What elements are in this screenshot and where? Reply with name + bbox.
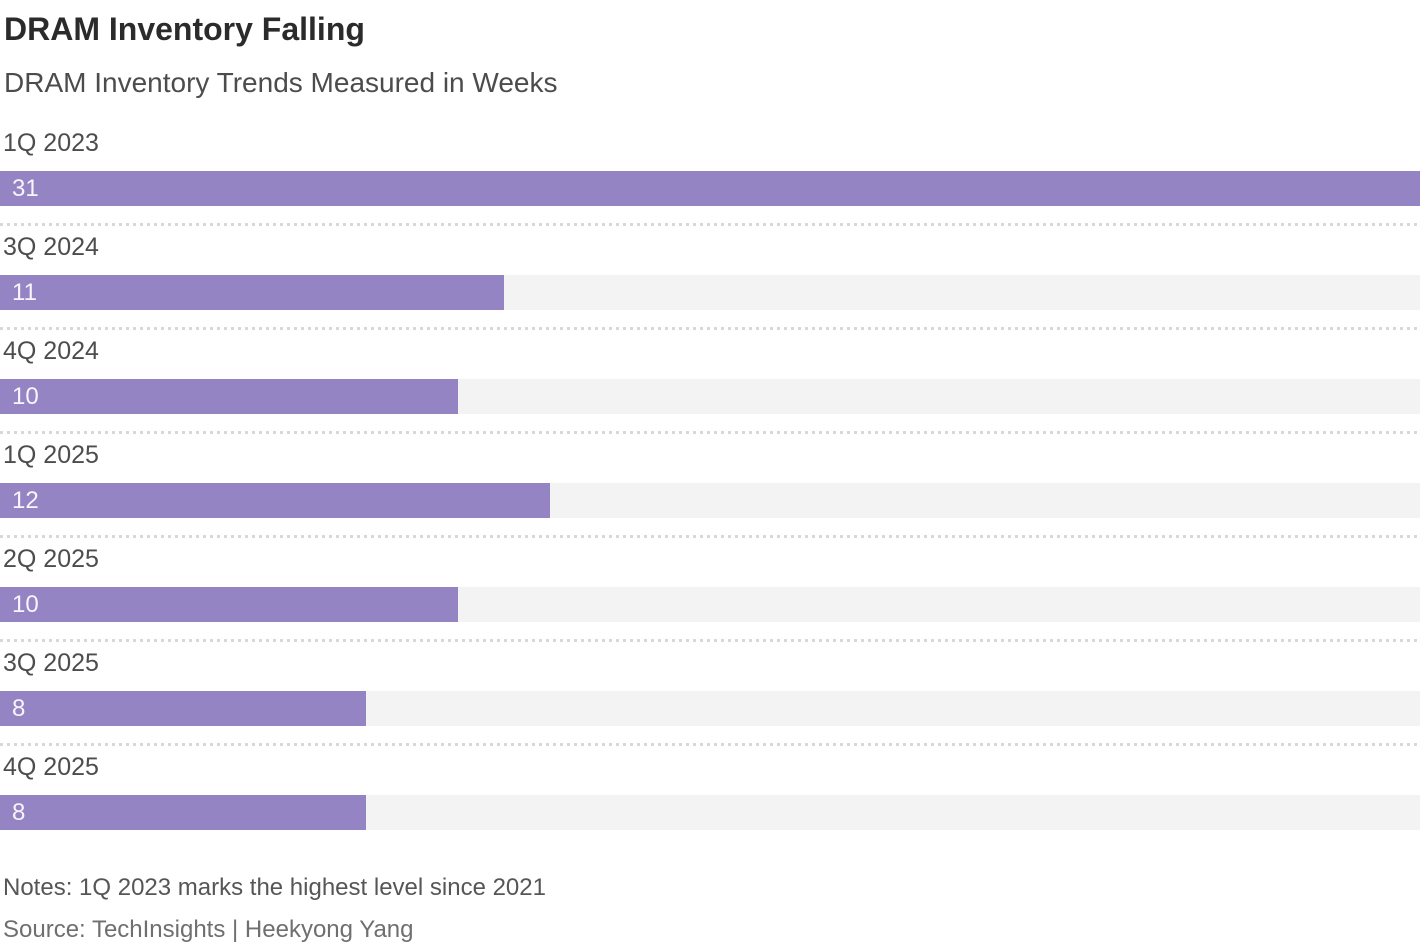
bar-row: 1Q 2025 12	[0, 440, 1420, 546]
bar-track: 8	[0, 794, 1420, 830]
bar-fill: 8	[0, 794, 367, 830]
chart-notes: Notes: 1Q 2023 marks the highest level s…	[3, 874, 546, 901]
row-separator	[0, 326, 1420, 330]
row-spacer	[0, 330, 1420, 338]
row-spacer	[0, 642, 1420, 650]
row-separator	[0, 222, 1420, 226]
bar-value-label: 8	[12, 798, 26, 826]
bar-row: 4Q 2025 8	[0, 752, 1420, 830]
bar-track: 31	[0, 170, 1420, 206]
bar-fill: 31	[0, 170, 1420, 206]
bar-fill: 10	[0, 378, 459, 414]
bar-track: 8	[0, 690, 1420, 726]
row-separator	[0, 430, 1420, 434]
bar-row: 3Q 2024 11	[0, 232, 1420, 338]
bar-fill: 11	[0, 274, 504, 310]
bar-value-label: 8	[12, 694, 26, 722]
row-spacer	[0, 226, 1420, 234]
bar-row: 3Q 2025 8	[0, 648, 1420, 754]
row-spacer	[0, 746, 1420, 754]
bar-track: 10	[0, 378, 1420, 414]
bar-fill: 8	[0, 690, 367, 726]
bar-category-label: 4Q 2025	[3, 752, 99, 781]
row-separator	[0, 534, 1420, 538]
row-separator	[0, 742, 1420, 746]
chart-header: DRAM Inventory Falling DRAM Inventory Tr…	[0, 0, 1420, 99]
bar-category-label: 4Q 2024	[3, 336, 99, 365]
bar-value-label: 11	[12, 278, 37, 306]
chart-subtitle: DRAM Inventory Trends Measured in Weeks	[4, 66, 558, 98]
bar-fill: 12	[0, 482, 550, 518]
bar-track: 12	[0, 482, 1420, 518]
chart-source: Source: TechInsights | Heekyong Yang	[3, 916, 414, 943]
bar-value-label: 10	[12, 590, 39, 618]
bar-value-label: 12	[12, 486, 39, 514]
bar-category-label: 3Q 2024	[3, 232, 99, 261]
chart-title: DRAM Inventory Falling	[4, 11, 365, 47]
bar-row: 4Q 2024 10	[0, 336, 1420, 442]
bar-row: 1Q 2023 31	[0, 128, 1420, 234]
bar-row: 2Q 2025 10	[0, 544, 1420, 650]
row-spacer	[0, 434, 1420, 442]
row-spacer	[0, 538, 1420, 546]
bar-fill: 10	[0, 586, 459, 622]
bar-value-label: 31	[12, 174, 39, 202]
bar-track: 10	[0, 586, 1420, 622]
bar-category-label: 1Q 2025	[3, 440, 99, 469]
bar-category-label: 2Q 2025	[3, 544, 99, 573]
bar-rows-container: 1Q 2023 31 3Q 2024 11 4Q 2024 10 1Q 2025 12 2Q 2…	[0, 128, 1420, 830]
bar-category-label: 3Q 2025	[3, 648, 99, 677]
bar-category-label: 1Q 2023	[3, 128, 99, 157]
row-separator	[0, 638, 1420, 642]
bar-track: 11	[0, 274, 1420, 310]
bar-value-label: 10	[12, 382, 39, 410]
